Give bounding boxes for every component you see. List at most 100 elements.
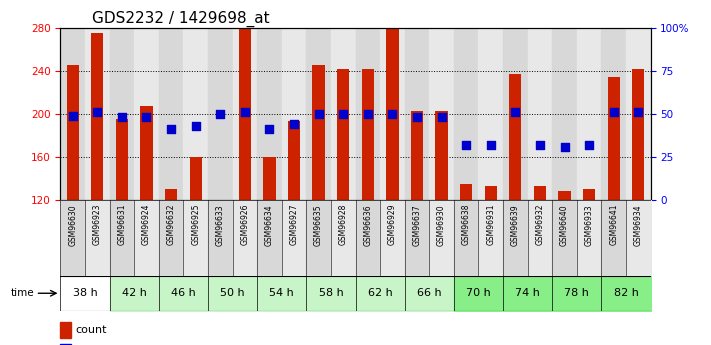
Bar — [356, 28, 380, 200]
Bar — [282, 28, 306, 200]
Bar — [479, 28, 503, 200]
Point — [264, 127, 275, 132]
Bar — [460, 184, 472, 200]
Text: GSM96930: GSM96930 — [437, 204, 446, 246]
Bar — [134, 28, 159, 200]
Point — [584, 142, 595, 148]
Point — [608, 109, 619, 115]
Text: GSM96640: GSM96640 — [560, 204, 569, 246]
Bar — [577, 28, 602, 200]
Bar — [190, 157, 202, 200]
Bar — [485, 186, 497, 200]
Bar — [183, 28, 208, 200]
Text: GSM96934: GSM96934 — [634, 204, 643, 246]
Point — [338, 111, 349, 117]
Point — [461, 142, 472, 148]
Bar — [552, 28, 577, 200]
Point — [116, 115, 127, 120]
Bar — [380, 28, 405, 200]
Text: GSM96631: GSM96631 — [117, 204, 127, 245]
Bar — [60, 344, 71, 345]
Bar — [312, 65, 325, 200]
Bar — [263, 157, 276, 200]
Point — [67, 113, 78, 118]
Point — [239, 109, 250, 115]
Point — [92, 109, 103, 115]
Bar — [454, 28, 479, 200]
Bar — [534, 186, 546, 200]
Bar — [337, 69, 349, 200]
Bar — [583, 189, 595, 200]
Text: 74 h: 74 h — [515, 288, 540, 298]
Bar — [91, 33, 104, 200]
Text: GDS2232 / 1429698_at: GDS2232 / 1429698_at — [92, 10, 270, 27]
Text: GSM96928: GSM96928 — [338, 204, 348, 245]
Text: time: time — [11, 288, 34, 298]
Text: GSM96638: GSM96638 — [461, 204, 471, 245]
Text: 82 h: 82 h — [614, 288, 638, 298]
Text: GSM96933: GSM96933 — [584, 204, 594, 246]
Bar — [435, 111, 448, 200]
Text: GSM96636: GSM96636 — [363, 204, 373, 246]
Text: GSM96633: GSM96633 — [215, 204, 225, 246]
Point — [141, 115, 152, 120]
Text: 42 h: 42 h — [122, 288, 146, 298]
Bar — [411, 111, 423, 200]
Point — [510, 109, 521, 115]
Point — [166, 127, 177, 132]
Bar — [109, 28, 134, 200]
Text: GSM96634: GSM96634 — [265, 204, 274, 246]
Bar — [67, 65, 79, 200]
Bar — [607, 77, 620, 200]
Bar — [509, 74, 521, 200]
Text: 62 h: 62 h — [368, 288, 392, 298]
Bar — [85, 28, 109, 200]
Bar — [528, 28, 552, 200]
Text: GSM96632: GSM96632 — [166, 204, 176, 245]
Text: GSM96637: GSM96637 — [412, 204, 422, 246]
Bar — [429, 28, 454, 200]
Text: GSM96923: GSM96923 — [93, 204, 102, 245]
Text: 58 h: 58 h — [319, 288, 343, 298]
Bar — [331, 28, 356, 200]
Point — [313, 111, 324, 117]
Bar — [306, 28, 331, 200]
Text: GSM96929: GSM96929 — [388, 204, 397, 245]
Point — [215, 111, 226, 117]
Text: 50 h: 50 h — [220, 288, 245, 298]
Point — [534, 142, 545, 148]
Bar — [165, 189, 177, 200]
Bar — [159, 28, 183, 200]
Bar — [208, 28, 232, 200]
Point — [387, 111, 398, 117]
Bar — [239, 29, 251, 200]
Bar — [257, 28, 282, 200]
Bar — [386, 29, 399, 200]
Text: count: count — [75, 325, 107, 335]
Text: GSM96926: GSM96926 — [240, 204, 250, 245]
Text: 78 h: 78 h — [565, 288, 589, 298]
Bar — [405, 28, 429, 200]
Bar — [140, 106, 153, 200]
Text: GSM96932: GSM96932 — [535, 204, 545, 245]
Point — [362, 111, 373, 117]
Point — [289, 121, 300, 127]
Bar — [362, 69, 374, 200]
Text: 66 h: 66 h — [417, 288, 442, 298]
Text: GSM96925: GSM96925 — [191, 204, 201, 245]
Text: 38 h: 38 h — [73, 288, 97, 298]
Text: 70 h: 70 h — [466, 288, 491, 298]
Bar — [626, 28, 651, 200]
Text: GSM96630: GSM96630 — [68, 204, 77, 246]
Bar — [60, 322, 71, 337]
Bar — [503, 28, 528, 200]
Text: 46 h: 46 h — [171, 288, 196, 298]
Text: GSM96931: GSM96931 — [486, 204, 496, 245]
Text: 54 h: 54 h — [269, 288, 294, 298]
Point — [559, 144, 570, 149]
Bar — [60, 28, 85, 200]
Bar — [232, 28, 257, 200]
Bar — [602, 28, 626, 200]
Text: GSM96927: GSM96927 — [289, 204, 299, 245]
Point — [411, 115, 422, 120]
